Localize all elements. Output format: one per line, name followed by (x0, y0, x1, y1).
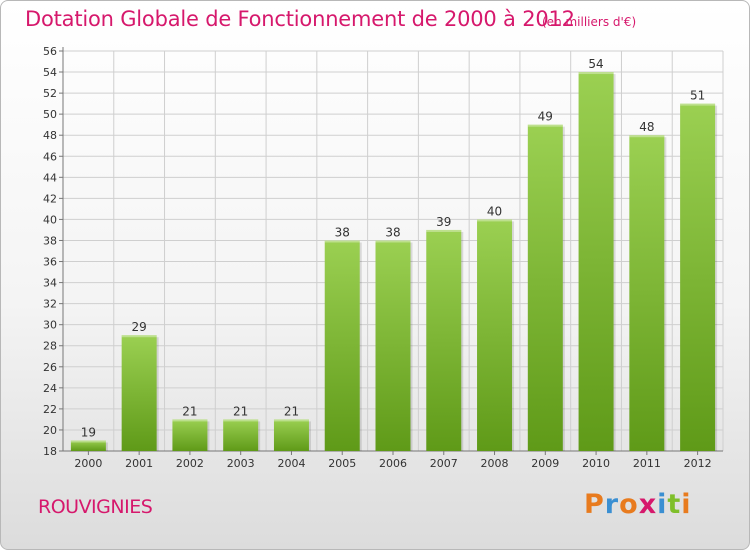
bar (70, 440, 106, 451)
bar-highlight (477, 219, 513, 222)
bar (223, 419, 259, 451)
x-tick-label: 2012 (684, 457, 712, 470)
x-tick-label: 2004 (277, 457, 305, 470)
x-tick-label: 2002 (176, 457, 204, 470)
bar-highlight (324, 240, 360, 243)
y-tick-label: 22 (43, 403, 57, 416)
x-tick-label: 2003 (227, 457, 255, 470)
logo-letter: i (657, 489, 668, 520)
logo-letter: r (604, 489, 620, 520)
y-tick-label: 28 (43, 340, 57, 353)
bar-highlight (578, 72, 614, 75)
bar (172, 419, 208, 451)
y-tick-label: 38 (43, 234, 57, 247)
data-label: 48 (639, 120, 654, 134)
y-tick-label: 46 (43, 150, 57, 163)
y-tick-label: 26 (43, 361, 57, 374)
bar-highlight (121, 335, 157, 338)
bar (375, 240, 411, 451)
y-tick-label: 56 (43, 45, 57, 58)
logo-letter: o (619, 489, 639, 520)
x-tick-label: 2010 (582, 457, 610, 470)
y-tick-label: 24 (43, 382, 57, 395)
labels: 18 20 22 24 26 28 30 32 34 36 38 40 42 44 46 48 50 52 54 56… (43, 45, 712, 470)
bar-highlight (223, 419, 259, 422)
bar (273, 419, 309, 451)
y-tick-label: 20 (43, 424, 57, 437)
chart-title: Dotation Globale de Fonctionnement de 20… (25, 7, 575, 31)
y-tick-label: 18 (43, 445, 57, 458)
bar (477, 219, 513, 451)
bar-highlight (172, 419, 208, 422)
y-tick-label: 44 (43, 171, 57, 184)
x-tick-label: 2009 (531, 457, 559, 470)
data-label: 39 (436, 215, 451, 229)
bars (70, 72, 718, 452)
y-tick-label: 48 (43, 129, 57, 142)
bar (121, 335, 157, 451)
y-tick-label: 36 (43, 256, 57, 269)
y-tick-label: 52 (43, 87, 57, 100)
data-label: 49 (538, 110, 553, 124)
logo-letter: x (638, 489, 658, 520)
data-label: 54 (588, 57, 603, 71)
logo-letter: t (667, 489, 682, 520)
bar-highlight (629, 135, 665, 138)
data-label: 51 (690, 89, 705, 103)
y-tick-label: 30 (43, 319, 57, 332)
proxiti-logo: Proxiti (584, 489, 692, 520)
bar-highlight (426, 229, 462, 232)
y-tick-label: 50 (43, 108, 57, 121)
bar (629, 135, 665, 452)
bar-highlight (375, 240, 411, 243)
x-tick-label: 2006 (379, 457, 407, 470)
data-label: 29 (132, 320, 147, 334)
bar-highlight (70, 440, 106, 443)
data-label: 21 (182, 404, 197, 418)
x-tick-label: 2005 (328, 457, 356, 470)
x-tick-label: 2001 (125, 457, 153, 470)
logo-letter: i (681, 489, 692, 520)
x-tick-label: 2000 (74, 457, 102, 470)
bar (527, 124, 563, 452)
data-label: 19 (81, 425, 96, 439)
bar (426, 229, 462, 451)
data-label: 38 (385, 225, 400, 239)
bar (680, 103, 716, 451)
y-tick-label: 54 (43, 66, 57, 79)
x-tick-label: 2011 (633, 457, 661, 470)
bar-highlight (680, 103, 716, 106)
data-label: 38 (335, 225, 350, 239)
y-tick-label: 34 (43, 277, 57, 290)
data-label: 21 (284, 404, 299, 418)
y-tick-label: 40 (43, 213, 57, 226)
x-tick-label: 2007 (430, 457, 458, 470)
x-tick-label: 2008 (481, 457, 509, 470)
bar-highlight (527, 124, 563, 127)
commune-name: ROUVIGNIES (38, 496, 153, 518)
bar-highlight (273, 419, 309, 422)
unit-label: (en milliers d'€) (542, 15, 637, 29)
bar (324, 240, 360, 451)
logo-letter: P (584, 489, 605, 520)
y-tick-label: 42 (43, 192, 57, 205)
bar (578, 72, 614, 451)
data-label: 21 (233, 404, 248, 418)
data-label: 40 (487, 204, 502, 218)
y-tick-label: 32 (43, 298, 57, 311)
